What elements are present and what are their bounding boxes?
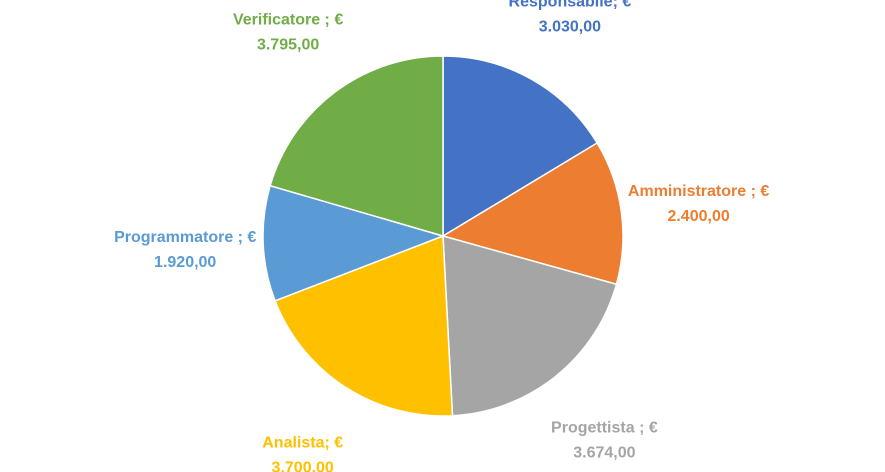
data-label-verificatore: Verificatore ; € 3.795,00 xyxy=(233,12,343,54)
data-label-value: 2.400,00 xyxy=(667,208,729,225)
data-label-amministratore: Amministratore ; € 2.400,00 xyxy=(628,183,769,225)
data-label-category: Responsabile; € xyxy=(509,0,632,10)
pie-data-labels: Responsabile; € 3.030,00 Amministratore ; … xyxy=(114,0,769,472)
pie-slice-progettista xyxy=(442,234,618,417)
pie-slice-verificatore xyxy=(269,55,444,237)
pie-slice-amministratore xyxy=(441,142,624,286)
data-label-value: 1.920,00 xyxy=(154,254,216,271)
data-label-programmatore: Programmatore ; € 1.920,00 xyxy=(114,229,256,271)
data-label-category: Verificatore ; € xyxy=(233,12,343,29)
data-label-value: 3.795,00 xyxy=(257,37,319,54)
data-label-category: Programmatore ; € xyxy=(114,229,256,246)
data-label-responsabile: Responsabile; € 3.030,00 xyxy=(509,0,632,35)
pie-slices xyxy=(262,55,624,417)
pie-slice-programmatore xyxy=(262,184,446,302)
data-label-value: 3.030,00 xyxy=(539,18,601,35)
data-label-category: Progettista ; € xyxy=(551,419,658,436)
pie-slice-responsabile xyxy=(442,55,599,238)
pie-slice-analista xyxy=(274,234,454,417)
data-label-progettista: Progettista ; € 3.674,00 xyxy=(551,419,658,461)
data-label-value: 3.674,00 xyxy=(573,444,635,461)
data-label-value: 3.700,00 xyxy=(272,460,334,472)
data-label-category: Analista; € xyxy=(262,435,343,452)
data-label-analista: Analista; € 3.700,00 xyxy=(262,435,343,472)
data-label-category: Amministratore ; € xyxy=(628,183,769,200)
